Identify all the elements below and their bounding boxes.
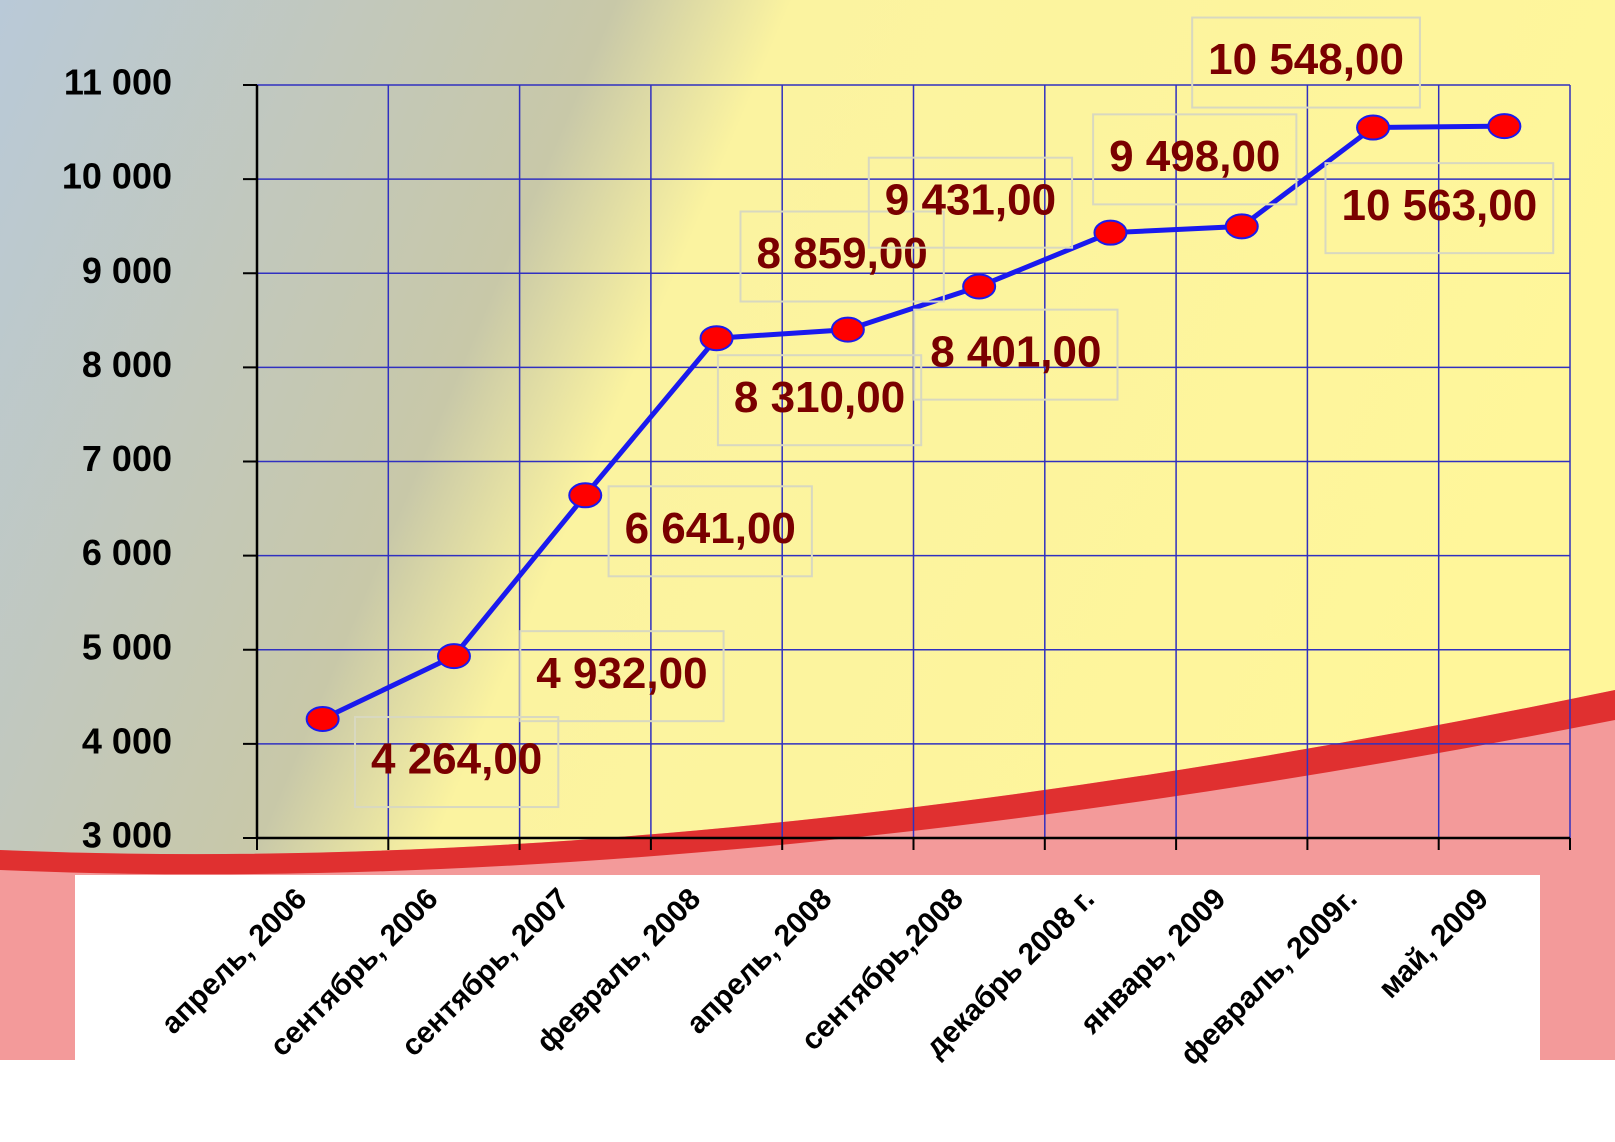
- y-tick-label: 4 000: [82, 720, 172, 761]
- y-tick-label: 7 000: [82, 438, 172, 479]
- data-label-box: [1092, 113, 1298, 206]
- data-label: 8 859,00: [757, 229, 928, 278]
- marker: [1093, 219, 1128, 246]
- data-label-box: [1324, 162, 1555, 255]
- marker: [305, 706, 340, 733]
- y-tick-label: 6 000: [82, 532, 172, 573]
- data-label: 4 264,00: [371, 735, 542, 784]
- data-label: 4 932,00: [536, 649, 707, 698]
- marker: [1224, 213, 1259, 240]
- marker: [830, 316, 865, 343]
- y-tick-label: 8 000: [82, 344, 172, 385]
- data-label: 8 310,00: [734, 373, 905, 422]
- marker: [1487, 113, 1522, 140]
- data-label-box: [607, 485, 813, 578]
- y-tick-label: 10 000: [62, 156, 172, 197]
- marker: [1356, 114, 1391, 141]
- y-tick-label: 3 000: [82, 815, 172, 856]
- data-label: 9 498,00: [1109, 132, 1280, 181]
- y-tick-label: 9 000: [82, 250, 172, 291]
- data-label: 6 641,00: [625, 504, 796, 553]
- data-label-box: [354, 716, 560, 809]
- marker: [436, 643, 471, 670]
- marker: [699, 325, 734, 352]
- marker: [962, 273, 997, 300]
- data-label-box: [913, 308, 1119, 401]
- data-label: 9 431,00: [885, 175, 1056, 224]
- y-tick-label: 5 000: [82, 626, 172, 667]
- line: [321, 123, 1505, 722]
- data-label: 10 563,00: [1341, 181, 1537, 230]
- label-box: [75, 875, 1540, 1100]
- data-label: 8 401,00: [930, 327, 1101, 376]
- data-label-box: [867, 156, 1074, 249]
- data-label-box: [519, 630, 725, 723]
- data-label-box: [739, 210, 945, 303]
- data-label-box: [1191, 16, 1421, 109]
- data-label: 10 548,00: [1208, 35, 1404, 84]
- y-tick-label: 11 000: [64, 62, 172, 103]
- marker: [568, 482, 603, 509]
